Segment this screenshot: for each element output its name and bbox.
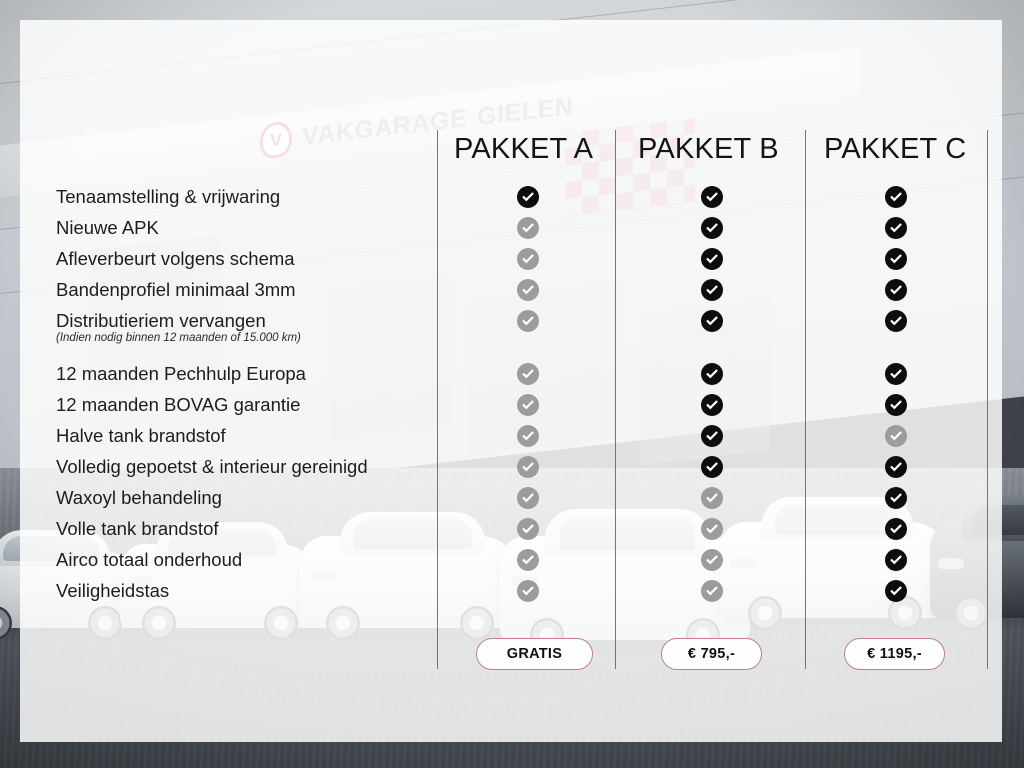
check-excluded-icon <box>701 487 723 509</box>
check-included-icon <box>701 310 723 332</box>
check-included-icon <box>885 217 907 239</box>
feature-label: Halve tank brandstof <box>56 425 226 446</box>
column-divider <box>987 130 988 669</box>
feature-label: 12 maanden Pechhulp Europa <box>56 363 306 384</box>
check-included-icon <box>701 279 723 301</box>
price-badge-c[interactable]: € 1195,- <box>844 638 945 670</box>
check-excluded-icon <box>517 487 539 509</box>
check-included-icon <box>701 217 723 239</box>
check-included-icon <box>885 456 907 478</box>
check-excluded-icon <box>517 580 539 602</box>
column-divider <box>437 130 438 669</box>
check-excluded-icon <box>701 580 723 602</box>
feature-label: Tenaamstelling & vrijwaring <box>56 186 281 207</box>
feature-label: 12 maanden BOVAG garantie <box>56 394 301 415</box>
check-included-icon <box>517 186 539 208</box>
check-included-icon <box>885 580 907 602</box>
check-included-icon <box>701 456 723 478</box>
check-included-icon <box>701 394 723 416</box>
check-included-icon <box>885 310 907 332</box>
check-included-icon <box>701 248 723 270</box>
feature-note: (Indien nodig binnen 12 maanden of 15.00… <box>56 332 301 344</box>
check-excluded-icon <box>517 310 539 332</box>
check-excluded-icon <box>701 549 723 571</box>
check-included-icon <box>885 549 907 571</box>
check-excluded-icon <box>517 248 539 270</box>
check-excluded-icon <box>517 518 539 540</box>
feature-label: Veiligheidstas <box>56 580 170 601</box>
check-included-icon <box>885 518 907 540</box>
check-excluded-icon <box>517 279 539 301</box>
feature-label: Nieuwe APK <box>56 217 159 238</box>
check-included-icon <box>885 363 907 385</box>
check-excluded-icon <box>517 217 539 239</box>
check-included-icon <box>885 394 907 416</box>
check-included-icon <box>885 186 907 208</box>
check-included-icon <box>701 363 723 385</box>
pricing-card: PAKKET A PAKKET B PAKKET C Tenaamstellin… <box>20 20 1002 742</box>
feature-label: Volledig gepoetst & interieur gereinigd <box>56 456 368 477</box>
column-header-b: PAKKET B <box>638 133 779 165</box>
check-included-icon <box>885 248 907 270</box>
feature-label: Waxoyl behandeling <box>56 487 222 508</box>
price-badge-b[interactable]: € 795,- <box>661 638 762 670</box>
column-header-c: PAKKET C <box>824 133 967 165</box>
check-excluded-icon <box>517 394 539 416</box>
column-divider <box>805 130 806 669</box>
check-included-icon <box>701 186 723 208</box>
check-excluded-icon <box>517 549 539 571</box>
price-badge-a[interactable]: GRATIS <box>476 638 593 670</box>
check-included-icon <box>885 487 907 509</box>
check-included-icon <box>885 279 907 301</box>
feature-label: Distributieriem vervangen <box>56 310 266 331</box>
feature-label: Airco totaal onderhoud <box>56 549 243 570</box>
check-excluded-icon <box>517 456 539 478</box>
check-excluded-icon <box>885 425 907 447</box>
check-excluded-icon <box>517 425 539 447</box>
column-header-a: PAKKET A <box>454 133 594 165</box>
check-excluded-icon <box>517 363 539 385</box>
feature-label: Volle tank brandstof <box>56 518 219 539</box>
feature-label: Afleverbeurt volgens schema <box>56 248 295 269</box>
column-divider <box>615 130 616 669</box>
check-excluded-icon <box>701 518 723 540</box>
check-included-icon <box>701 425 723 447</box>
feature-label: Bandenprofiel minimaal 3mm <box>56 279 296 300</box>
